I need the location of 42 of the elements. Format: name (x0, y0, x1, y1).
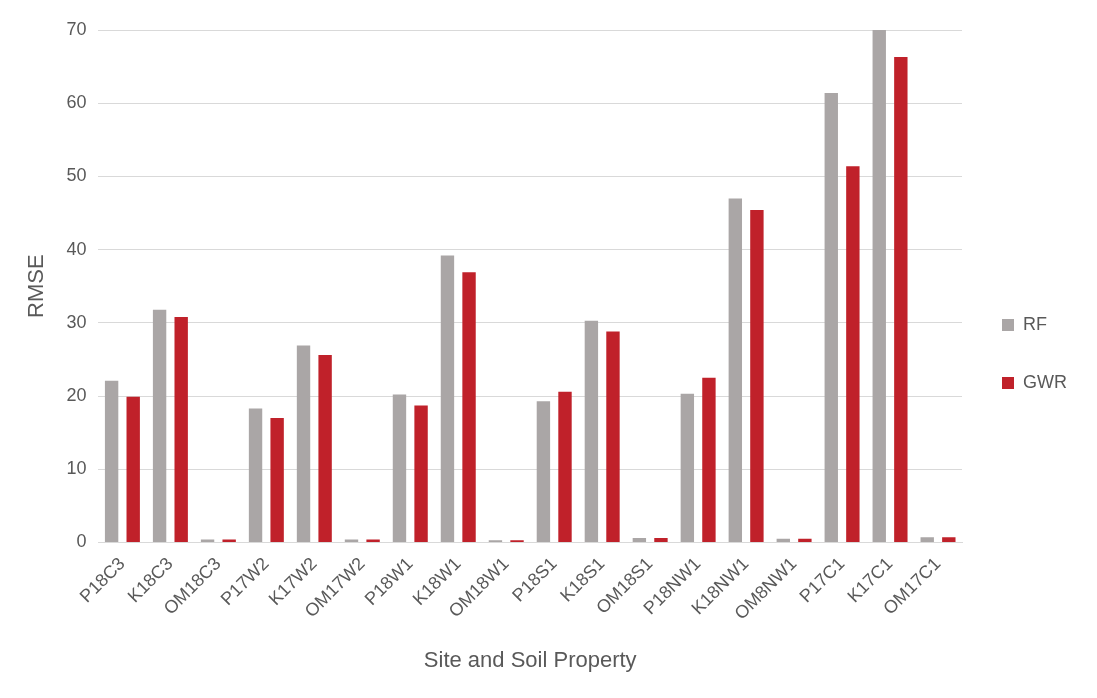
bar (126, 396, 140, 542)
bar (606, 331, 620, 542)
bar (680, 393, 695, 542)
bar (318, 355, 332, 542)
bar (942, 537, 956, 542)
bar (414, 405, 428, 542)
bar (440, 255, 455, 542)
bar (798, 538, 812, 542)
legend-label: GWR (1023, 371, 1068, 392)
bar (872, 30, 886, 542)
y-tick-label: 20 (66, 385, 87, 406)
x-axis-title: Site and Soil Property (423, 646, 637, 672)
y-tick-label: 70 (66, 18, 87, 39)
bar (536, 401, 551, 542)
bar (392, 394, 407, 542)
bar (270, 418, 284, 542)
bar (702, 377, 716, 542)
bar (104, 380, 119, 542)
y-tick-label: 10 (66, 458, 87, 479)
bar (728, 198, 743, 542)
y-tick-label: 0 (76, 531, 87, 552)
bar (824, 92, 838, 542)
bar (776, 538, 790, 542)
legend-label: RF (1023, 313, 1048, 334)
bar (846, 166, 860, 542)
bar (654, 538, 668, 542)
bar (894, 57, 908, 542)
bar (558, 391, 572, 542)
y-tick-label: 40 (66, 238, 87, 259)
y-axis-title: RMSE (23, 254, 49, 319)
y-tick-label: 50 (66, 165, 87, 186)
bar (174, 316, 188, 542)
y-tick-label: 60 (66, 92, 87, 113)
bar (584, 320, 599, 542)
bar (750, 210, 764, 542)
bar (152, 309, 167, 542)
bar (920, 537, 934, 542)
bar (296, 345, 311, 542)
bar (462, 272, 476, 542)
bar (248, 408, 263, 542)
bar (632, 538, 647, 542)
y-tick-label: 30 (66, 311, 87, 332)
